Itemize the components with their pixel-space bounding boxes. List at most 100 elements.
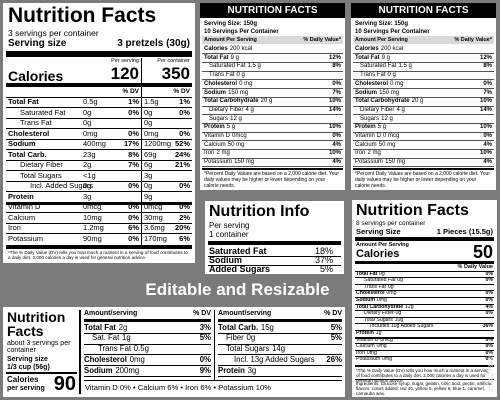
label-horizontal: Nutrition Facts about 3 servings per cont… xyxy=(3,307,345,397)
nutrient-name: Total Fat xyxy=(204,54,229,61)
nutrient-row: Calcium 50 mg xyxy=(204,142,244,148)
nutrient-name: Incl. 13g Added Sugars xyxy=(234,354,315,364)
text: 2g xyxy=(83,160,92,169)
text: 52% xyxy=(174,139,190,148)
text: 14% xyxy=(328,106,341,113)
text: 0g xyxy=(144,118,153,127)
rule xyxy=(353,114,494,115)
text: 0g xyxy=(144,181,153,190)
text: 0mg xyxy=(83,128,98,138)
nutrient-name: Saturated Fat xyxy=(209,63,246,70)
text: about 3 servings per container xyxy=(7,340,71,355)
text: 8% xyxy=(332,63,341,70)
nutrient-name: Iron xyxy=(356,349,365,356)
nutrient-amount: 12 g xyxy=(381,115,393,122)
nutrient-name: Potassium xyxy=(204,159,233,166)
text: Serving Size: 150g xyxy=(204,21,258,27)
text: Calories xyxy=(8,68,64,84)
text: 9g xyxy=(144,191,153,201)
nutrient-row: Total Sugars 10g xyxy=(364,317,403,323)
text: 0% xyxy=(128,128,139,138)
text: 4% xyxy=(485,303,494,310)
text: % DV xyxy=(193,310,211,317)
nutrient-row: Potassium 0mg xyxy=(356,357,392,362)
text: 18% xyxy=(314,246,333,256)
nutrient-row: Calories 200 kcal xyxy=(204,46,252,52)
rule xyxy=(6,233,192,234)
text: 0% xyxy=(128,181,139,190)
rule xyxy=(202,122,343,124)
rule xyxy=(202,53,343,54)
divider xyxy=(214,310,215,380)
text: 26% xyxy=(326,354,342,364)
text: 10 Servings Per Container xyxy=(204,28,279,35)
nutrient-row: Saturated Fat 1.5 g xyxy=(209,63,261,69)
rule xyxy=(355,310,494,311)
text: 0% xyxy=(485,290,494,297)
title: NUTRITION FACTS xyxy=(378,4,469,16)
rule xyxy=(355,296,494,298)
text: 6% xyxy=(128,223,139,232)
rule xyxy=(218,319,342,322)
text: 3 pretzels (30g) xyxy=(117,38,190,49)
rule xyxy=(202,36,343,44)
text: 10mg xyxy=(83,212,102,222)
nutrient-row: Sat. Fat 1g xyxy=(92,334,131,342)
rule xyxy=(202,70,343,72)
rule xyxy=(355,329,494,331)
divider xyxy=(141,58,142,245)
nutrient-row: Includes 10g Added Sugars xyxy=(370,324,433,329)
nutrient-row: Dietary Fiber 4 g xyxy=(360,107,405,113)
nutrient-row: Trans Fat 0.5g xyxy=(98,345,149,353)
rule xyxy=(353,131,494,133)
rule xyxy=(353,70,494,72)
text: Total Fat xyxy=(8,97,39,106)
text: 30mg xyxy=(144,212,163,222)
rule xyxy=(218,376,342,377)
text: Calories xyxy=(356,248,400,260)
nutrient-row: Trans Fat 0g xyxy=(364,284,394,290)
rule xyxy=(353,157,494,159)
nutrient-row: Total Fat 2g xyxy=(84,323,127,332)
nutrient-row: Sodium 150 mg xyxy=(355,90,399,96)
rule xyxy=(6,107,192,108)
rule xyxy=(202,79,343,80)
nutrient-row: Total Carbohydrate 20 g xyxy=(355,98,423,104)
nutrient-row: Total Carb. 15g xyxy=(218,323,274,332)
text: Total Carb. xyxy=(8,149,47,159)
rule xyxy=(355,364,494,367)
text: 17% xyxy=(123,139,139,148)
rule xyxy=(355,323,494,324)
nutrient-amount: 9 g xyxy=(230,54,239,61)
nutrient-row: Fiber 0g xyxy=(226,334,255,342)
nutrient-row: Total Sugars 14g xyxy=(226,345,285,353)
nutrient-name: Calories xyxy=(204,46,228,52)
nutrient-row: Total Fat 0g xyxy=(356,271,385,277)
rule xyxy=(84,343,211,345)
rule xyxy=(6,83,192,87)
nutrient-row: Potassium 150 mg xyxy=(204,159,254,165)
text: 12% xyxy=(328,54,341,61)
rule xyxy=(218,332,342,334)
rule xyxy=(355,237,494,241)
text: 7% xyxy=(332,89,341,96)
text: 1200mg xyxy=(144,139,172,148)
rule xyxy=(355,261,494,264)
rule xyxy=(6,51,192,57)
nutrient-row: Sodium 150 mg xyxy=(204,90,248,96)
text: Total Sugars xyxy=(20,170,62,180)
rule xyxy=(6,96,192,98)
text: 120 xyxy=(110,64,139,83)
nutrient-name: Potassium xyxy=(355,159,384,166)
text: Incl. Added Sugars xyxy=(30,181,93,190)
text: 0% xyxy=(128,107,139,117)
nutrient-amount: 0mg xyxy=(366,349,377,356)
text: 5% xyxy=(330,333,342,343)
text: 400mg xyxy=(83,139,106,148)
nutrient-name: Protein xyxy=(218,365,245,375)
rule xyxy=(6,201,192,205)
nutrient-row: Cholesterol 0 mg xyxy=(204,81,252,87)
rule xyxy=(355,270,494,271)
nutrient-amount: 5 g xyxy=(377,124,387,131)
